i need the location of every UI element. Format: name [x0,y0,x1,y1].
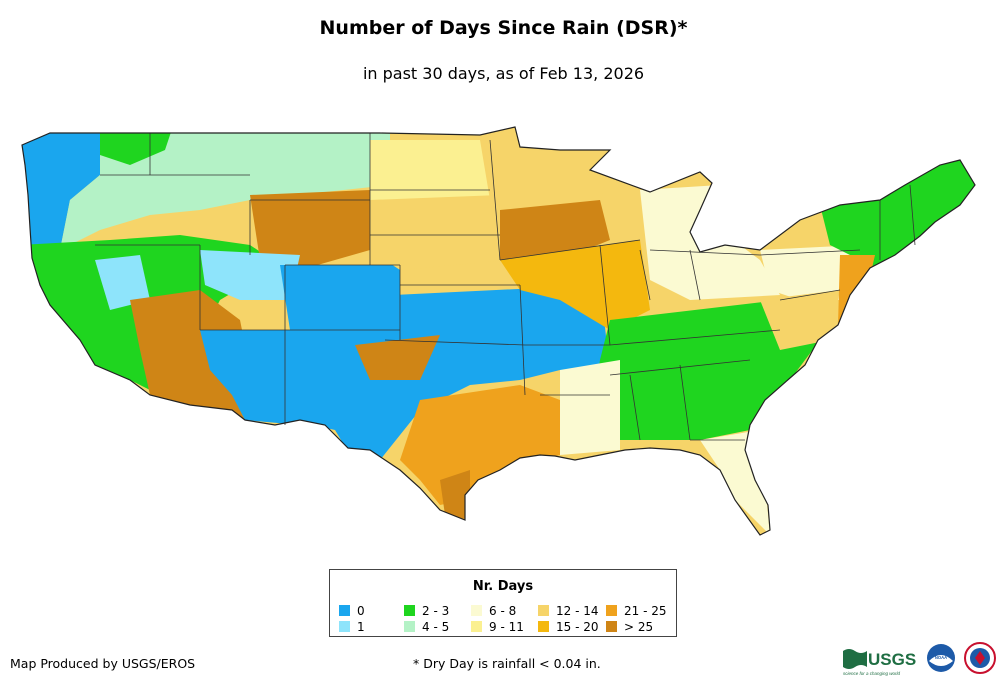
region-great-lakes-6-8 [640,185,780,300]
region-florida-6-8 [700,430,770,535]
legend-swatch [606,621,617,632]
legend-item-9: > 25 [606,621,653,633]
legend-swatch [404,621,415,632]
legend-item-8: 21 - 25 [606,605,667,617]
nws-bolt-icon [975,651,985,665]
legend-label: 1 [357,620,365,634]
noaa-logo: NOAA [927,644,955,672]
legend-item-6: 12 - 14 [538,605,599,617]
legend-swatch [471,621,482,632]
legend-label: 6 - 8 [489,604,517,618]
legend-swatch [404,605,415,616]
legend-label: 0 [357,604,365,618]
legend-item-7: 15 - 20 [538,621,599,633]
legend-label: 9 - 11 [489,620,524,634]
legend-label: 2 - 3 [422,604,450,618]
producer-credit: Map Produced by USGS/EROS [10,656,196,671]
region-iowa-gt25 [500,200,610,260]
dry-day-note: * Dry Day is rainfall < 0.04 in. [413,656,601,671]
region-southwest-gt25 [130,290,250,420]
map-title: Number of Days Since Rain (DSR)* [319,17,688,39]
region-utah-1 [200,250,300,300]
map-subtitle: in past 30 days, as of Feb 13, 2026 [362,64,645,83]
agency-logos: USGS science for a changing world NOAA [843,642,996,676]
noaa-wordmark: NOAA [935,655,947,660]
legend-item-2: 2 - 3 [404,605,449,617]
legend-swatch [538,605,549,616]
region-midwest-15-20 [500,240,650,330]
legend-label: > 25 [624,620,654,634]
region-pennsylvania-6-8 [760,245,860,300]
usgs-wordmark: USGS [868,650,916,669]
usgs-logo: USGS science for a changing world [843,649,916,676]
region-southern-plains-zero [290,285,610,460]
legend-label: 4 - 5 [422,620,450,634]
region-texas-coast-gt25 [440,470,470,520]
region-south-dakota-12-14 [370,195,510,270]
region-pacific-nw-zero [22,127,100,250]
legend-item-1: 1 [339,621,365,633]
region-mid-atlantic-21-25 [838,255,875,325]
legend-item-0: 0 [339,605,365,617]
state-boundaries [95,133,916,441]
region-texas-panhandle-gt25 [355,335,440,380]
region-nevada-1 [95,255,150,310]
usgs-wave-icon [843,649,867,669]
legend-item-4: 6 - 8 [471,605,516,617]
legend-swatch [538,621,549,632]
legend-label: 15 - 20 [556,620,599,634]
usgs-tagline: science for a changing world [843,671,901,676]
dsr-map [21,126,976,536]
region-north-dakota-9-11 [370,140,490,200]
legend-swatch [471,605,482,616]
legend-label: 12 - 14 [556,604,599,618]
nws-logo [964,642,996,674]
us-outline [21,126,976,536]
legend-swatch [339,605,350,616]
region-texas-east-21-25 [400,385,560,505]
legend-swatch [339,621,350,632]
noaa-bird-icon [929,655,953,666]
legend-label: 21 - 25 [624,604,667,618]
legend-item-3: 4 - 5 [404,621,449,633]
legend-swatch [606,605,617,616]
legend: Nr. Days 0 1 2 - 3 4 - 5 6 - 8 9 - 11 12… [329,569,677,637]
legend-item-5: 9 - 11 [471,621,524,633]
region-northeast-2-3 [820,150,975,270]
region-louisiana-6-8 [560,360,620,455]
legend-title: Nr. Days [472,579,534,594]
region-virginia-12-14 [760,290,840,350]
region-arizona-zero [200,330,300,425]
region-wyoming-gt25 [250,190,370,270]
